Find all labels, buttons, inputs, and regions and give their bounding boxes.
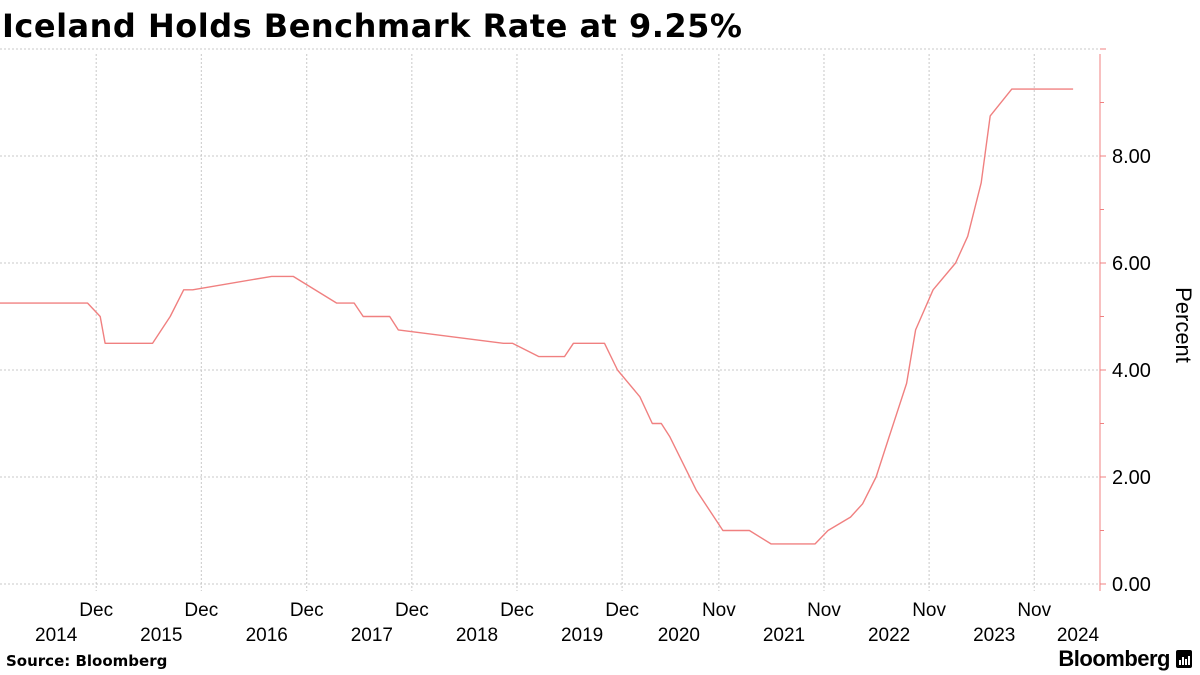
chart-title: Iceland Holds Benchmark Rate at 9.25% (2, 7, 743, 45)
x-axis: Dec2014Dec2015Dec2016Dec2017Dec2018Dec20… (35, 600, 1100, 646)
x-tick-month: Nov (807, 600, 841, 621)
x-tick-year: 2017 (351, 625, 393, 646)
x-tick-year: 2024 (1057, 625, 1100, 646)
x-tick-year: 2022 (868, 625, 910, 646)
x-tick-year: 2021 (763, 625, 805, 646)
x-tick-year: 2016 (246, 625, 288, 646)
x-tick-month: Dec (500, 600, 534, 621)
y-tick-label: 2.00 (1112, 467, 1151, 489)
x-tick-year: 2018 (456, 625, 498, 646)
brand-logo: Bloomberg (1058, 646, 1192, 672)
x-tick-month: Nov (702, 600, 736, 621)
chart-grid (0, 48, 1100, 591)
x-tick-month: Dec (79, 600, 113, 621)
y-axis: 0.00 2.00 4.00 6.00 8.00 (1099, 48, 1151, 596)
x-tick-month: Dec (184, 600, 218, 621)
x-tick-month: Nov (912, 600, 946, 621)
bloomberg-terminal-icon (1176, 650, 1192, 668)
x-tick-year: 2020 (658, 625, 700, 646)
x-tick-month: Dec (605, 600, 639, 621)
y-tick-label: 4.00 (1112, 360, 1151, 382)
y-tick-label: 8.00 (1112, 146, 1151, 168)
x-tick-year: 2014 (35, 625, 78, 646)
x-tick-month: Nov (1017, 600, 1051, 621)
x-tick-year: 2019 (561, 625, 603, 646)
y-tick-label: 0.00 (1112, 574, 1151, 596)
y-axis-label: Percent (1171, 287, 1196, 363)
series-line (0, 88, 1074, 545)
x-tick-year: 2023 (973, 625, 1015, 646)
x-tick-month: Dec (290, 600, 324, 621)
source-note: Source: Bloomberg (6, 652, 168, 670)
x-tick-year: 2015 (140, 625, 182, 646)
brand-name: Bloomberg (1058, 646, 1170, 671)
y-tick-label: 6.00 (1112, 253, 1151, 275)
series-layer (0, 88, 1074, 545)
x-tick-month: Dec (395, 600, 429, 621)
